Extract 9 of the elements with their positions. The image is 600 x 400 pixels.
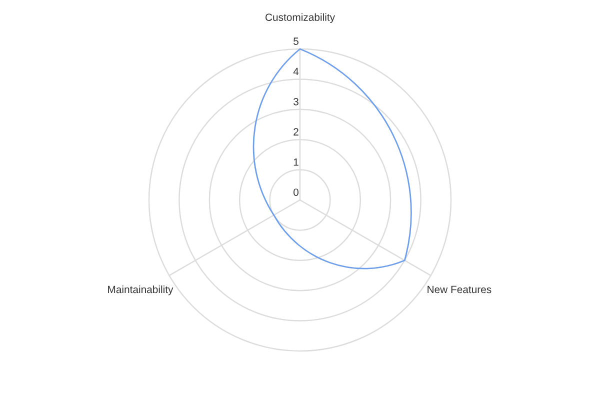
y-tick-label: 4 [293, 68, 299, 76]
y-tick-label: 2 [294, 128, 298, 136]
spoke-label: Customizability [266, 13, 336, 23]
y-tick-label: 1 [294, 158, 298, 166]
spoke-label: Maintainability [108, 286, 174, 296]
spoke-label: New Features [428, 286, 492, 294]
y-tick-label: 0 [294, 188, 298, 196]
y-tick-label: 3 [294, 98, 298, 106]
y-tick-label: 5 [294, 38, 298, 45]
